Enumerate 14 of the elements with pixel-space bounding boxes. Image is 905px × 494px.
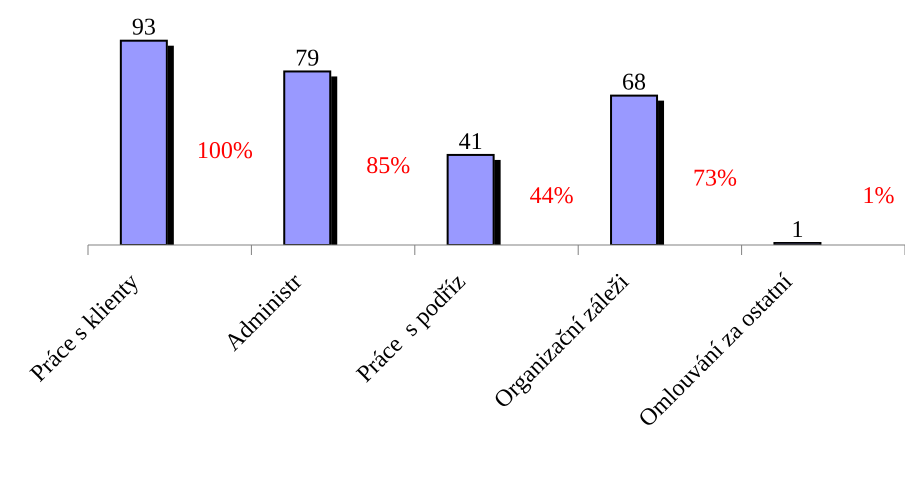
- data-label: 79: [295, 45, 320, 72]
- bar: [610, 94, 658, 245]
- bar: [446, 154, 495, 245]
- data-label: 93: [132, 14, 156, 41]
- data-label: 41: [458, 128, 483, 155]
- annotation: 85%: [366, 153, 410, 180]
- bar: [283, 70, 332, 245]
- annotation: 100%: [196, 138, 253, 164]
- annotation: 44%: [530, 183, 574, 209]
- annotation: 1%: [862, 183, 894, 209]
- data-label: 1: [791, 216, 804, 243]
- annotation: 73%: [693, 165, 738, 192]
- bar: [120, 40, 168, 245]
- data-label: 68: [622, 70, 646, 96]
